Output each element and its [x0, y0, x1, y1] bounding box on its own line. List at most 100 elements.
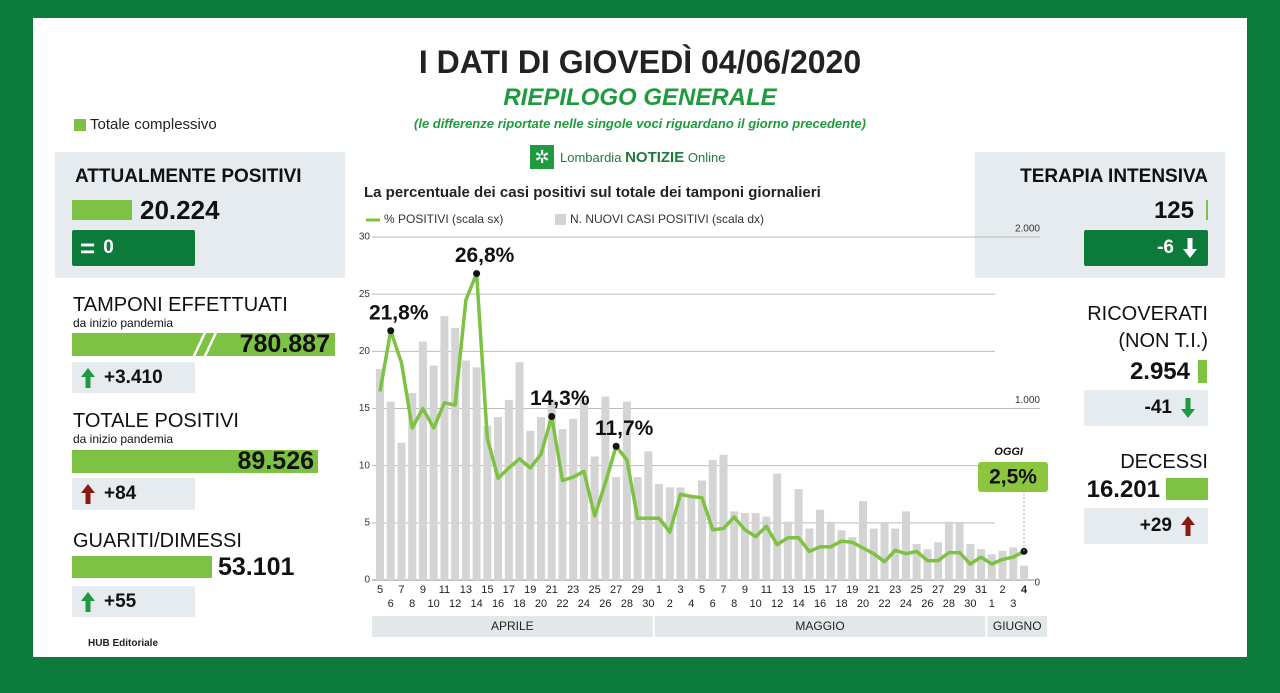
bar	[816, 509, 825, 580]
bar	[547, 399, 556, 580]
y2-tick-label: 1.000	[1015, 395, 1040, 406]
x-tick-label: 3	[1010, 598, 1016, 610]
x-tick-label: 3	[677, 584, 683, 596]
legend-swatch	[555, 214, 566, 225]
bar	[622, 401, 631, 580]
bar	[977, 549, 986, 580]
panel-value: 89.526	[237, 447, 314, 475]
value-label: 14,3%	[530, 387, 590, 410]
x-tick-label: 18	[835, 598, 847, 610]
panel-value: 125	[1153, 197, 1194, 224]
value-label: 2,5%	[989, 466, 1037, 489]
equal-icon: =	[80, 233, 96, 263]
x-tick-label: 19	[846, 584, 858, 596]
panel-value: 16.201	[1086, 476, 1160, 503]
change: +55	[104, 590, 137, 612]
change-box: -41	[1084, 390, 1208, 426]
bar	[429, 365, 438, 580]
bar	[837, 530, 846, 580]
bar	[901, 511, 910, 580]
bar	[451, 327, 460, 580]
x-tick-label: 13	[782, 584, 794, 596]
x-tick-label: 11	[761, 584, 772, 596]
legend-label: Totale complessivo	[90, 116, 217, 133]
x-tick-label: 10	[428, 598, 440, 610]
x-tick-label: 27	[932, 584, 944, 596]
bar	[848, 537, 857, 580]
change-box: +55	[72, 586, 195, 617]
change-box: -6	[1084, 230, 1208, 266]
month-label: GIUGNO	[993, 619, 1042, 633]
bar	[590, 456, 599, 580]
bar	[537, 417, 545, 580]
chart-title: La percentuale dei casi positivi sul tot…	[364, 184, 821, 201]
bar	[773, 473, 782, 580]
change: +84	[104, 483, 137, 504]
bar	[386, 401, 395, 580]
x-tick-label: 25	[589, 584, 601, 596]
point	[387, 327, 395, 335]
y-tick-label: 20	[359, 346, 371, 357]
value-bar	[1198, 360, 1207, 383]
y-tick-label: 10	[359, 460, 371, 471]
bar	[408, 393, 417, 580]
x-tick-label: 16	[492, 598, 504, 610]
x-tick-label: 5	[699, 584, 705, 596]
value-bar	[72, 450, 318, 473]
footer: HUB Editoriale	[88, 638, 159, 649]
up-arrow	[1181, 516, 1195, 536]
panel-title: DECESSI	[1120, 451, 1208, 473]
x-tick-label: 1	[989, 598, 995, 610]
panel-title: GUARITI/DIMESSI	[73, 530, 242, 552]
x-tick-label: 2	[667, 598, 673, 610]
up-arrow	[81, 484, 95, 504]
legend-label: % POSITIVI (scala sx)	[384, 212, 503, 226]
x-tick-label: 22	[878, 598, 890, 610]
panel-sub: da inizio pandemia	[73, 316, 174, 330]
x-tick-label: 24	[578, 598, 590, 610]
x-tick-label: 7	[398, 584, 404, 596]
bar	[708, 459, 717, 580]
bar	[483, 425, 492, 580]
bar	[826, 521, 835, 580]
bar	[687, 495, 696, 580]
x-tick-label: 26	[921, 598, 933, 610]
change: +29	[1139, 515, 1172, 536]
y-tick-label: 5	[364, 517, 370, 528]
annotation: OGGI	[994, 446, 1024, 458]
x-tick-label: 20	[857, 598, 869, 610]
bar	[515, 362, 524, 580]
bar	[783, 521, 792, 580]
x-tick-label: 28	[621, 598, 633, 610]
bar	[494, 417, 503, 580]
x-tick-label: 30	[642, 598, 654, 610]
point	[473, 270, 481, 278]
x-tick-label: 21	[868, 584, 880, 596]
x-tick-label: 7	[720, 584, 726, 596]
down-arrow	[1183, 238, 1197, 258]
x-tick-label: 21	[546, 584, 558, 596]
x-tick-label: 22	[556, 598, 568, 610]
bar	[558, 429, 567, 580]
bar	[923, 549, 932, 580]
label-box	[978, 462, 1048, 492]
x-tick-label: 24	[900, 598, 912, 610]
x-tick-label: 1	[656, 584, 662, 596]
x-tick-label: 20	[535, 598, 547, 610]
bar	[891, 528, 900, 580]
month-band	[372, 616, 653, 637]
bar	[944, 521, 953, 580]
x-tick-label: 30	[964, 598, 976, 610]
legend-swatch	[74, 119, 86, 131]
x-tick-label: 19	[524, 584, 536, 596]
bar	[880, 523, 889, 580]
value-label: 11,7%	[595, 417, 654, 440]
value-label: 26,8%	[455, 244, 515, 267]
x-tick-label: 6	[388, 598, 394, 610]
x-tick-label: 14	[792, 598, 804, 610]
bar	[676, 487, 685, 580]
bar	[987, 554, 996, 580]
x-tick-label: 17	[825, 584, 837, 596]
value-bar	[1166, 478, 1208, 500]
x-tick-label: 9	[742, 584, 748, 596]
